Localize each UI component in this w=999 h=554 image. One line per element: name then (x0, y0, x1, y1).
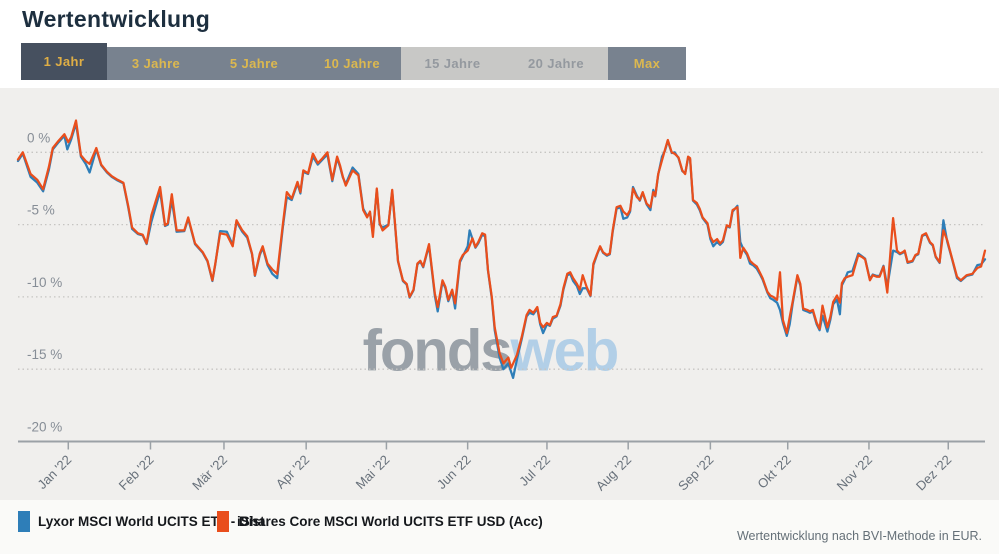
chart-area: fondsweb 0 % -5 % -10 % -15 % -20 % Jan '22 Fe… (0, 88, 999, 500)
svg-text:-10 %: -10 % (27, 275, 62, 290)
tab-3-jahre[interactable]: 3 Jahre (107, 47, 205, 80)
svg-text:Nov '22: Nov '22 (834, 452, 875, 493)
svg-text:Mai '22: Mai '22 (353, 452, 393, 492)
svg-text:Jan '22: Jan '22 (34, 452, 74, 492)
legend-item-lyxor[interactable]: Lyxor MSCI World UCITS ETF - Dist (18, 509, 265, 533)
svg-text:0 %: 0 % (27, 130, 50, 145)
svg-text:Aug '22: Aug '22 (593, 452, 634, 493)
legend-swatch-orange (217, 510, 229, 532)
watermark-web: web (510, 318, 620, 384)
watermark-fonds: fonds (362, 318, 513, 384)
legend-item-ishares[interactable]: iShares Core MSCI World UCITS ETF USD (A… (217, 509, 543, 533)
svg-text:Jun '22: Jun '22 (434, 452, 474, 492)
tab-10-jahre[interactable]: 10 Jahre (303, 47, 401, 80)
svg-text:-20 %: -20 % (27, 420, 62, 435)
legend-swatch-blue (18, 510, 30, 532)
tab-5-jahre[interactable]: 5 Jahre (205, 47, 303, 80)
svg-text:Sep '22: Sep '22 (675, 452, 716, 493)
legend-label: Lyxor MSCI World UCITS ETF - Dist (38, 513, 265, 529)
bvi-method-note: Wertentwicklung nach BVI-Methode in EUR. (736, 529, 982, 543)
svg-text:Okt '22: Okt '22 (754, 452, 793, 491)
tab-15-jahre: 15 Jahre (401, 47, 504, 80)
svg-text:-5 %: -5 % (27, 203, 55, 218)
tab-max[interactable]: Max (608, 47, 686, 80)
svg-text:Feb '22: Feb '22 (116, 452, 157, 493)
period-tab-bar: 1 Jahr 3 Jahre 5 Jahre 10 Jahre 15 Jahre… (21, 43, 686, 80)
page-title: Wertentwicklung (22, 6, 211, 32)
performance-chart[interactable]: 0 % -5 % -10 % -15 % -20 % Jan '22 Feb '22 Mär … (0, 88, 999, 500)
legend-label: iShares Core MSCI World UCITS ETF USD (A… (237, 513, 543, 529)
svg-text:-15 %: -15 % (27, 347, 62, 362)
fondsweb-watermark: fondsweb (362, 318, 620, 385)
svg-text:Apr '22: Apr '22 (273, 452, 312, 491)
svg-text:Dez '22: Dez '22 (913, 452, 954, 493)
chart-footer-area (0, 500, 999, 554)
svg-text:Jul '22: Jul '22 (516, 452, 553, 489)
svg-text:Mär '22: Mär '22 (189, 452, 230, 493)
tab-20-jahre: 20 Jahre (504, 47, 608, 80)
tab-1-jahr[interactable]: 1 Jahr (21, 43, 107, 80)
